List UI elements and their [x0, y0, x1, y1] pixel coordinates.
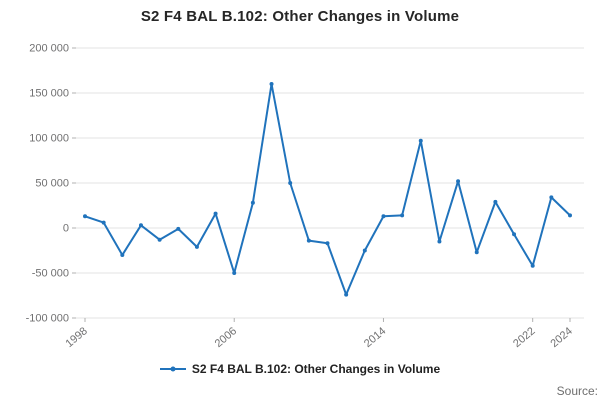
- x-tick-label: 2006: [213, 325, 239, 350]
- legend-label: S2 F4 BAL B.102: Other Changes in Volume: [191, 362, 441, 376]
- chart-plot-area: 200 000 150 000 100 000 50 000 0 -50 000 -100 …: [26, 43, 584, 350]
- data-point-marker[interactable]: [344, 292, 349, 297]
- y-tick-label: -100 000: [26, 313, 69, 325]
- x-tick-label: 2024: [548, 325, 574, 350]
- data-point-marker[interactable]: [456, 179, 461, 184]
- data-point-marker[interactable]: [512, 232, 517, 237]
- legend-line-marker-icon: [159, 366, 186, 372]
- y-tick-label: 200 000: [29, 43, 69, 55]
- data-point-marker[interactable]: [381, 214, 386, 219]
- legend[interactable]: S2 F4 BAL B.102: Other Changes in Volume: [0, 362, 600, 376]
- x-tick-label: 2014: [362, 325, 388, 350]
- data-point-marker[interactable]: [213, 211, 218, 216]
- data-point-marker[interactable]: [138, 223, 143, 228]
- y-tick-label: -50 000: [32, 268, 69, 280]
- data-point-marker[interactable]: [250, 200, 255, 205]
- data-point-marker[interactable]: [325, 241, 330, 246]
- data-point-marker[interactable]: [83, 214, 87, 219]
- data-point-marker[interactable]: [474, 250, 479, 255]
- data-point-marker[interactable]: [418, 138, 423, 143]
- data-point-marker[interactable]: [288, 181, 293, 185]
- data-point-marker[interactable]: [568, 213, 572, 218]
- source-label: Source:: [556, 384, 598, 398]
- data-point-marker[interactable]: [549, 195, 554, 200]
- data-point-marker[interactable]: [157, 237, 162, 242]
- data-point-marker[interactable]: [101, 220, 106, 225]
- y-tick-label: 150 000: [29, 88, 69, 100]
- chart-title: S2 F4 BAL B.102: Other Changes in Volume: [140, 8, 460, 25]
- data-point-marker[interactable]: [306, 238, 311, 243]
- data-point-marker[interactable]: [120, 253, 125, 257]
- y-tick-label: 100 000: [29, 133, 69, 145]
- data-point-marker[interactable]: [269, 82, 274, 86]
- data-point-marker[interactable]: [400, 213, 405, 218]
- x-tick-label: 2022: [511, 325, 537, 350]
- y-tick-label: 0: [63, 223, 69, 235]
- data-point-marker[interactable]: [437, 239, 442, 244]
- x-tick-label: 1998: [63, 325, 89, 350]
- y-tick-label: 50 000: [35, 178, 69, 190]
- data-point-marker[interactable]: [362, 248, 367, 253]
- series-line[interactable]: [84, 83, 571, 296]
- data-point-marker[interactable]: [530, 263, 535, 268]
- data-point-marker[interactable]: [194, 244, 199, 249]
- data-point-marker[interactable]: [232, 271, 237, 275]
- data-point-marker[interactable]: [493, 199, 498, 204]
- data-point-marker[interactable]: [176, 226, 181, 231]
